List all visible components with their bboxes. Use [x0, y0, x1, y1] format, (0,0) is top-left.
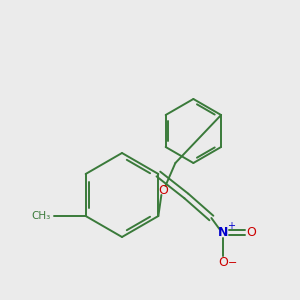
Text: CH₃: CH₃: [32, 211, 51, 221]
Text: O: O: [218, 256, 228, 269]
Text: O: O: [158, 184, 168, 197]
Text: N: N: [218, 226, 229, 238]
Text: −: −: [228, 258, 237, 268]
Text: O: O: [246, 226, 256, 238]
Text: +: +: [227, 221, 236, 231]
